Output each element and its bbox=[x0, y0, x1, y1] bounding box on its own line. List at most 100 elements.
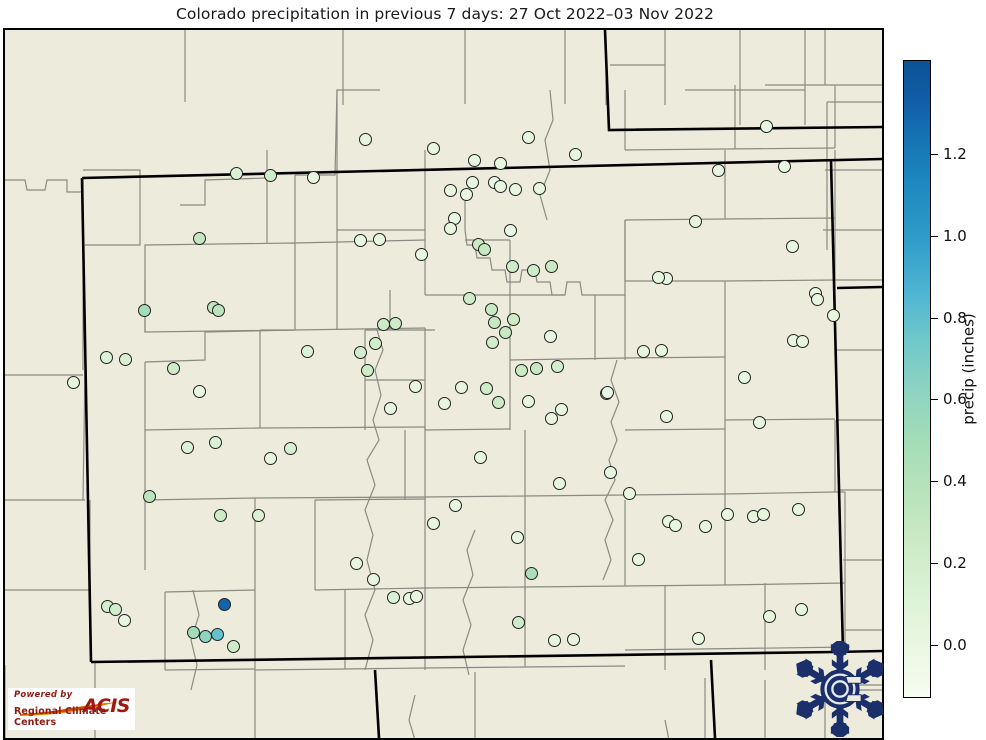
station-point[interactable] bbox=[636, 344, 650, 358]
station-point[interactable] bbox=[503, 223, 517, 237]
station-point[interactable] bbox=[467, 153, 481, 167]
station-point[interactable] bbox=[448, 498, 462, 512]
station-point[interactable] bbox=[691, 631, 705, 645]
station-point[interactable] bbox=[547, 633, 561, 647]
station-point[interactable] bbox=[360, 363, 374, 377]
station-point[interactable] bbox=[688, 214, 702, 228]
station-point[interactable] bbox=[226, 639, 240, 653]
station-point[interactable] bbox=[479, 381, 493, 395]
station-point[interactable] bbox=[543, 329, 557, 343]
station-point[interactable] bbox=[484, 302, 498, 316]
station-point[interactable] bbox=[66, 375, 80, 389]
station-point[interactable] bbox=[498, 325, 512, 339]
station-point[interactable] bbox=[142, 489, 156, 503]
station-point[interactable] bbox=[426, 141, 440, 155]
station-point[interactable] bbox=[426, 516, 440, 530]
station-point[interactable] bbox=[603, 465, 617, 479]
station-point[interactable] bbox=[631, 552, 645, 566]
station-point[interactable] bbox=[720, 507, 734, 521]
station-point[interactable] bbox=[566, 632, 580, 646]
station-point[interactable] bbox=[192, 231, 206, 245]
station-point[interactable] bbox=[668, 518, 682, 532]
station-point[interactable] bbox=[118, 352, 132, 366]
station-point[interactable] bbox=[529, 361, 543, 375]
station-point[interactable] bbox=[532, 181, 546, 195]
station-point[interactable] bbox=[493, 179, 507, 193]
station-point[interactable] bbox=[283, 441, 297, 455]
station-point[interactable] bbox=[454, 380, 468, 394]
station-point[interactable] bbox=[544, 259, 558, 273]
station-point[interactable] bbox=[506, 312, 520, 326]
station-point[interactable] bbox=[366, 572, 380, 586]
station-point[interactable] bbox=[514, 363, 528, 377]
station-point[interactable] bbox=[521, 394, 535, 408]
station-point[interactable] bbox=[459, 187, 473, 201]
station-point[interactable] bbox=[263, 451, 277, 465]
station-point[interactable] bbox=[473, 450, 487, 464]
station-point[interactable] bbox=[510, 530, 524, 544]
station-point[interactable] bbox=[409, 589, 423, 603]
station-point[interactable] bbox=[414, 247, 428, 261]
station-point[interactable] bbox=[552, 476, 566, 490]
station-point[interactable] bbox=[465, 175, 479, 189]
station-point[interactable] bbox=[388, 316, 402, 330]
station-point[interactable] bbox=[210, 627, 224, 641]
station-point[interactable] bbox=[554, 402, 568, 416]
station-point[interactable] bbox=[386, 590, 400, 604]
station-points-layer[interactable] bbox=[5, 30, 882, 738]
station-point[interactable] bbox=[213, 508, 227, 522]
station-point[interactable] bbox=[795, 334, 809, 348]
station-point[interactable] bbox=[526, 263, 540, 277]
station-point[interactable] bbox=[117, 613, 131, 627]
station-point[interactable] bbox=[349, 556, 363, 570]
station-point[interactable] bbox=[777, 159, 791, 173]
station-point[interactable] bbox=[493, 156, 507, 170]
station-point[interactable] bbox=[211, 303, 225, 317]
station-point[interactable] bbox=[192, 384, 206, 398]
station-point[interactable] bbox=[437, 396, 451, 410]
station-point[interactable] bbox=[756, 507, 770, 521]
station-point[interactable] bbox=[521, 130, 535, 144]
station-point[interactable] bbox=[491, 395, 505, 409]
station-point[interactable] bbox=[376, 317, 390, 331]
station-point[interactable] bbox=[524, 566, 538, 580]
station-point[interactable] bbox=[600, 385, 614, 399]
station-point[interactable] bbox=[198, 629, 212, 643]
station-point[interactable] bbox=[791, 502, 805, 516]
station-point[interactable] bbox=[810, 292, 824, 306]
station-point[interactable] bbox=[383, 401, 397, 415]
station-point[interactable] bbox=[372, 232, 386, 246]
station-point[interactable] bbox=[785, 239, 799, 253]
station-point[interactable] bbox=[654, 343, 668, 357]
station-point[interactable] bbox=[180, 440, 194, 454]
station-point[interactable] bbox=[508, 182, 522, 196]
station-point[interactable] bbox=[711, 163, 725, 177]
station-point[interactable] bbox=[186, 625, 200, 639]
station-point[interactable] bbox=[794, 602, 808, 616]
station-point[interactable] bbox=[263, 168, 277, 182]
station-point[interactable] bbox=[544, 411, 558, 425]
station-point[interactable] bbox=[306, 170, 320, 184]
station-point[interactable] bbox=[477, 242, 491, 256]
station-point[interactable] bbox=[826, 308, 840, 322]
station-point[interactable] bbox=[698, 519, 712, 533]
station-point[interactable] bbox=[762, 609, 776, 623]
station-point[interactable] bbox=[368, 336, 382, 350]
station-point[interactable] bbox=[622, 486, 636, 500]
station-point[interactable] bbox=[752, 415, 766, 429]
station-point[interactable] bbox=[462, 291, 476, 305]
station-point[interactable] bbox=[568, 147, 582, 161]
station-point[interactable] bbox=[550, 359, 564, 373]
station-point[interactable] bbox=[353, 345, 367, 359]
station-point[interactable] bbox=[99, 350, 113, 364]
station-point[interactable] bbox=[137, 303, 151, 317]
station-point[interactable] bbox=[443, 183, 457, 197]
station-point[interactable] bbox=[659, 409, 673, 423]
station-point[interactable] bbox=[737, 370, 751, 384]
station-point[interactable] bbox=[651, 270, 665, 284]
station-point[interactable] bbox=[487, 315, 501, 329]
station-point[interactable] bbox=[108, 602, 122, 616]
station-point[interactable] bbox=[358, 132, 372, 146]
station-point[interactable] bbox=[505, 259, 519, 273]
station-point[interactable] bbox=[208, 435, 222, 449]
